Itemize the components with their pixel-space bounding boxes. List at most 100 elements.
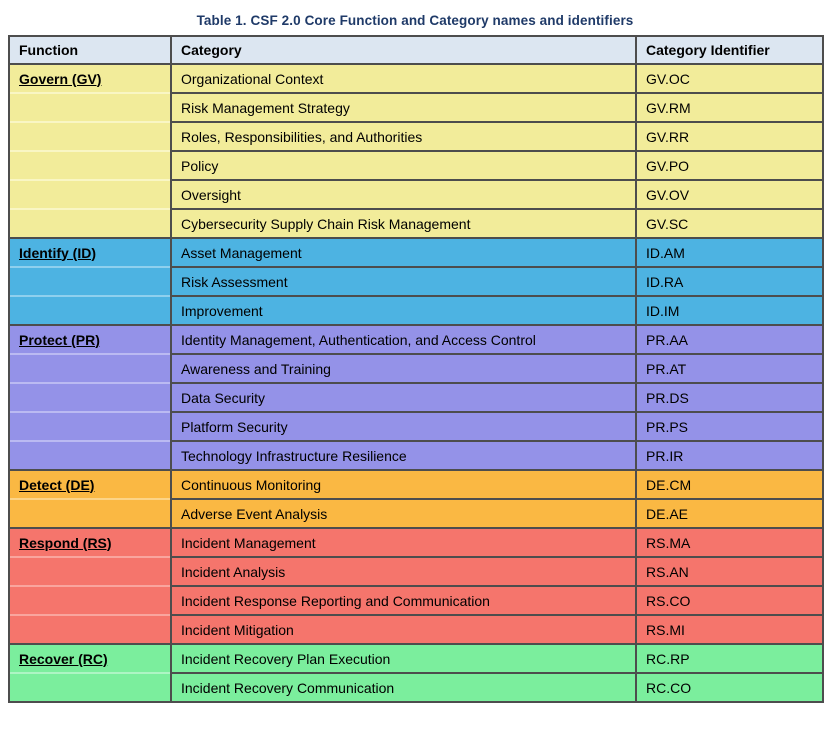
identifier-cell: RC.RP [635, 643, 823, 673]
function-label: Respond (RS) [19, 534, 112, 551]
category-cell: Improvement [170, 295, 636, 325]
table-row: Incident Recovery Communication RC.CO [8, 672, 823, 702]
col-header-category: Category [170, 36, 636, 64]
table-header-row: Function Category Category Identifier [8, 36, 823, 64]
function-label: Identify (ID) [19, 244, 96, 261]
category-cell: Oversight [170, 179, 636, 209]
table-row: Oversight GV.OV [8, 179, 823, 209]
col-header-identifier: Category Identifier [635, 36, 823, 64]
function-cell: Protect (PR) [8, 324, 171, 354]
category-cell: Incident Recovery Plan Execution [170, 643, 636, 673]
table-row: Respond (RS) Incident Management RS.MA [8, 527, 823, 557]
function-cell [8, 585, 171, 615]
identifier-cell: PR.AT [635, 353, 823, 383]
identifier-cell: RS.AN [635, 556, 823, 586]
category-cell: Policy [170, 150, 636, 180]
table-row: Risk Management Strategy GV.RM [8, 92, 823, 122]
identifier-cell: ID.IM [635, 295, 823, 325]
identifier-cell: PR.DS [635, 382, 823, 412]
table-row: Technology Infrastructure Resilience PR.I… [8, 440, 823, 470]
table-row: Adverse Event Analysis DE.AE [8, 498, 823, 528]
table-row: Cybersecurity Supply Chain Risk Manageme… [8, 208, 823, 238]
identifier-cell: DE.CM [635, 469, 823, 499]
function-cell [8, 92, 171, 122]
identifier-cell: RS.MI [635, 614, 823, 644]
function-label: Protect (PR) [19, 331, 100, 348]
category-cell: Technology Infrastructure Resilience [170, 440, 636, 470]
identifier-cell: GV.OV [635, 179, 823, 209]
category-cell: Incident Recovery Communication [170, 672, 636, 702]
function-cell [8, 556, 171, 586]
category-cell: Incident Analysis [170, 556, 636, 586]
table-row: Data Security PR.DS [8, 382, 823, 412]
category-cell: Risk Management Strategy [170, 92, 636, 122]
function-cell [8, 614, 171, 644]
identifier-cell: RS.CO [635, 585, 823, 615]
identifier-cell: RS.MA [635, 527, 823, 557]
identifier-cell: PR.IR [635, 440, 823, 470]
category-cell: Data Security [170, 382, 636, 412]
category-cell: Awareness and Training [170, 353, 636, 383]
function-cell: Govern (GV) [8, 63, 171, 93]
function-cell: Recover (RC) [8, 643, 171, 673]
function-label: Govern (GV) [19, 70, 102, 87]
identifier-cell: PR.AA [635, 324, 823, 354]
table-row: Recover (RC) Incident Recovery Plan Execu… [8, 643, 823, 673]
table-row: Incident Response Reporting and Communic… [8, 585, 823, 615]
category-cell: Platform Security [170, 411, 636, 441]
identifier-cell: GV.RR [635, 121, 823, 151]
identifier-cell: ID.RA [635, 266, 823, 296]
identifier-cell: DE.AE [635, 498, 823, 528]
table-row: Improvement ID.IM [8, 295, 823, 325]
function-cell [8, 672, 171, 702]
category-cell: Organizational Context [170, 63, 636, 93]
function-cell [8, 208, 171, 238]
table-row: Awareness and Training PR.AT [8, 353, 823, 383]
function-cell [8, 121, 171, 151]
category-cell: Asset Management [170, 237, 636, 267]
table-row: Detect (DE) Continuous Monitoring DE.CM [8, 469, 823, 499]
table-row: Platform Security PR.PS [8, 411, 823, 441]
identifier-cell: PR.PS [635, 411, 823, 441]
col-header-function: Function [8, 36, 171, 64]
table-row: Incident Analysis RS.AN [8, 556, 823, 586]
identifier-cell: GV.RM [635, 92, 823, 122]
table-row: Protect (PR) Identity Management, Authent… [8, 324, 823, 354]
function-cell: Respond (RS) [8, 527, 171, 557]
identifier-cell: ID.AM [635, 237, 823, 267]
function-cell [8, 295, 171, 325]
function-cell [8, 179, 171, 209]
category-cell: Continuous Monitoring [170, 469, 636, 499]
function-cell [8, 411, 171, 441]
identifier-cell: GV.OC [635, 63, 823, 93]
function-label: Recover (RC) [19, 650, 108, 667]
table-row: Risk Assessment ID.RA [8, 266, 823, 296]
table-row: Policy GV.PO [8, 150, 823, 180]
table-row: Govern (GV) Organizational Context GV.OC [8, 63, 823, 93]
function-cell [8, 382, 171, 412]
category-cell: Cybersecurity Supply Chain Risk Manageme… [170, 208, 636, 238]
function-cell: Detect (DE) [8, 469, 171, 499]
function-cell: Identify (ID) [8, 237, 171, 267]
function-label: Detect (DE) [19, 476, 95, 493]
table-row: Roles, Responsibilities, and Authorities… [8, 121, 823, 151]
function-cell [8, 353, 171, 383]
csf-core-table: Function Category Category Identifier Go… [8, 35, 824, 703]
category-cell: Incident Mitigation [170, 614, 636, 644]
category-cell: Risk Assessment [170, 266, 636, 296]
category-cell: Incident Management [170, 527, 636, 557]
table-caption: Table 1. CSF 2.0 Core Function and Categ… [196, 13, 634, 28]
category-cell: Adverse Event Analysis [170, 498, 636, 528]
table-row: Incident Mitigation RS.MI [8, 614, 823, 644]
function-cell [8, 440, 171, 470]
category-cell: Incident Response Reporting and Communic… [170, 585, 636, 615]
function-cell [8, 150, 171, 180]
function-cell [8, 498, 171, 528]
identifier-cell: GV.SC [635, 208, 823, 238]
identifier-cell: RC.CO [635, 672, 823, 702]
category-cell: Identity Management, Authentication, and… [170, 324, 636, 354]
identifier-cell: GV.PO [635, 150, 823, 180]
table-row: Identify (ID) Asset Management ID.AM [8, 237, 823, 267]
category-cell: Roles, Responsibilities, and Authorities [170, 121, 636, 151]
function-cell [8, 266, 171, 296]
